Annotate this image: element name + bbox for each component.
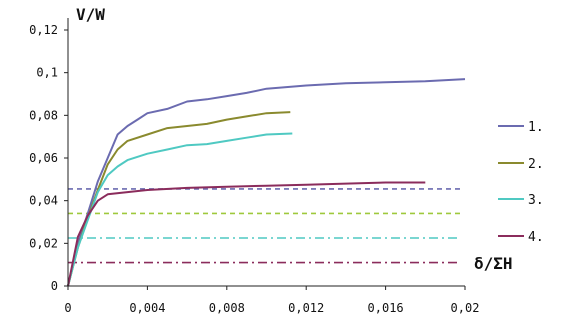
legend-label: 1. <box>528 120 544 135</box>
y-tick-label: 0,02 <box>29 236 58 250</box>
y-tick-label: 0,12 <box>29 23 58 37</box>
x-tick-label: 0,02 <box>451 301 480 315</box>
y-tick-label: 0,08 <box>29 108 58 122</box>
series-lines <box>67 78 466 287</box>
x-axis-label: δ/ΣH <box>474 254 513 273</box>
x-tick-label: 0,008 <box>209 301 245 315</box>
series-line <box>67 181 426 287</box>
y-tick-label: 0,04 <box>29 194 58 208</box>
series-line <box>67 78 466 287</box>
x-tick-label: 0 <box>64 301 71 315</box>
x-ticks: 0 0,004 0,008 0,012 0,016 0,02 <box>64 286 479 315</box>
reference-lines <box>68 188 461 264</box>
legend-label: 2. <box>528 157 544 172</box>
x-tick-label: 0,012 <box>288 301 324 315</box>
y-axis-label: V/W <box>76 5 105 24</box>
legend-label: 4. <box>528 230 544 245</box>
y-tick-label: 0,06 <box>29 151 58 165</box>
y-tick-label: 0 <box>51 279 58 293</box>
y-tick-label: 0,1 <box>36 66 58 80</box>
y-ticks: 0 0,02 0,04 0,06 0,08 0,1 0,12 <box>29 23 68 293</box>
x-tick-label: 0,004 <box>129 301 165 315</box>
legend: 1. 2. 3. 4. <box>498 120 544 245</box>
legend-label: 3. <box>528 193 544 208</box>
x-tick-label: 0,016 <box>368 301 404 315</box>
axes <box>67 18 465 287</box>
